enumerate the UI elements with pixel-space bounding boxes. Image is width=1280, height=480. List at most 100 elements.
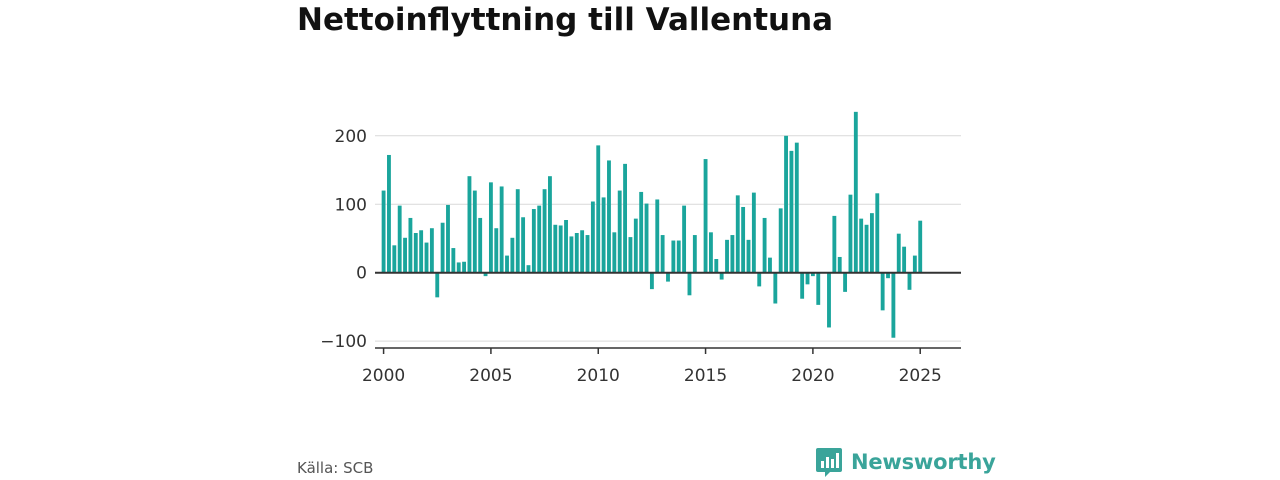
x-tick-label: 2000 xyxy=(362,366,405,386)
bar xyxy=(472,190,477,273)
bar xyxy=(902,246,907,273)
bar xyxy=(671,240,676,273)
bar xyxy=(746,239,751,273)
bar xyxy=(429,228,434,273)
bar xyxy=(805,272,810,285)
bar xyxy=(768,257,772,273)
bar xyxy=(800,272,805,299)
bar xyxy=(725,239,729,273)
bar xyxy=(639,191,644,273)
y-tick-label: 100 xyxy=(335,195,367,215)
bar xyxy=(708,232,713,273)
bar xyxy=(413,233,418,273)
bar xyxy=(548,176,552,273)
bar xyxy=(762,217,767,273)
bar xyxy=(483,272,488,277)
bar xyxy=(649,272,654,290)
bar xyxy=(510,237,515,273)
bar xyxy=(660,235,665,273)
y-tick-label: −100 xyxy=(320,332,367,352)
bar xyxy=(515,189,520,273)
bar xyxy=(741,206,746,273)
bar xyxy=(778,208,783,273)
bar xyxy=(601,197,606,273)
bar xyxy=(435,272,440,298)
bar xyxy=(666,272,670,282)
bar xyxy=(794,142,799,273)
bar xyxy=(585,235,590,273)
bar xyxy=(880,272,885,311)
y-tick-label: 200 xyxy=(335,127,367,147)
grid-lines xyxy=(375,135,961,342)
bar xyxy=(891,272,896,338)
bar xyxy=(714,259,719,273)
bar xyxy=(408,217,413,273)
bar xyxy=(730,235,735,273)
x-tick-label: 2020 xyxy=(791,366,834,386)
bar xyxy=(644,203,649,273)
bar xyxy=(494,228,499,273)
bar xyxy=(735,195,740,273)
bar xyxy=(521,217,526,273)
bar xyxy=(843,272,848,292)
bar xyxy=(912,255,917,273)
x-tick-label: 2010 xyxy=(577,366,620,386)
bar xyxy=(773,272,778,304)
brand-name: Newsworthy xyxy=(851,450,996,474)
bar xyxy=(580,230,585,273)
bar xyxy=(784,135,788,273)
bar xyxy=(676,240,681,273)
x-tick-label: 2005 xyxy=(469,366,512,386)
bar xyxy=(531,209,536,273)
bar xyxy=(558,225,563,273)
bar xyxy=(633,218,638,273)
bar xyxy=(827,272,831,328)
bar xyxy=(837,256,842,273)
bar xyxy=(596,145,601,273)
bar xyxy=(462,261,467,273)
bar xyxy=(456,262,461,273)
bar xyxy=(387,154,391,273)
bar xyxy=(918,220,923,273)
bar xyxy=(789,150,794,273)
bar xyxy=(467,176,472,273)
bar-chart-speech-icon xyxy=(816,448,842,477)
bar xyxy=(607,160,611,273)
bar xyxy=(403,237,407,273)
bar xyxy=(628,237,633,273)
bar xyxy=(590,201,595,273)
source-note: Källa: SCB xyxy=(297,459,374,477)
bar xyxy=(424,242,429,273)
bar xyxy=(553,224,558,273)
bar xyxy=(853,111,858,273)
bars xyxy=(381,111,923,338)
bar xyxy=(859,218,864,273)
bar xyxy=(751,192,756,273)
bar xyxy=(682,205,687,273)
newsworthy-logo[interactable]: Newsworthy xyxy=(815,446,996,478)
chart-title: Nettoinflyttning till Vallentuna xyxy=(297,2,834,38)
bar xyxy=(757,272,762,287)
bar xyxy=(864,224,869,273)
bar xyxy=(623,163,628,273)
bar xyxy=(451,248,456,273)
bar xyxy=(719,272,724,280)
bar xyxy=(537,205,542,273)
bar xyxy=(848,194,853,273)
bar xyxy=(505,255,509,273)
bar xyxy=(392,245,397,273)
bar xyxy=(478,217,483,273)
bar xyxy=(574,233,579,273)
bar xyxy=(875,193,880,273)
bar xyxy=(397,205,402,273)
bar xyxy=(687,272,692,296)
bar xyxy=(526,265,531,273)
bar xyxy=(381,190,386,273)
bar xyxy=(612,232,617,273)
bar xyxy=(869,213,874,273)
bar xyxy=(419,230,424,273)
bar xyxy=(499,186,504,273)
x-tick-label: 2025 xyxy=(899,366,942,386)
axes: −100 0 100 200 2000 2005 2010 2015 2020 2025 xyxy=(320,127,961,386)
